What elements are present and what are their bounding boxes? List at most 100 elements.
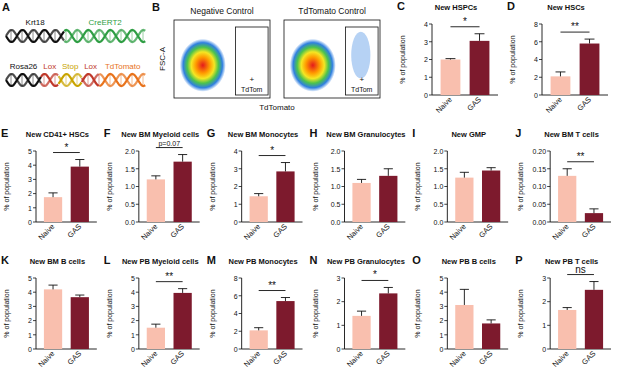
y-tick (136, 320, 139, 321)
error-bar (357, 179, 366, 183)
y-tick (342, 151, 345, 152)
y-tick-label: 1 (28, 205, 32, 212)
x-tick-label: GAS (580, 222, 598, 240)
y-tick-label: 6 (234, 293, 238, 300)
plot-area (558, 282, 603, 349)
panel-letter: G (207, 127, 216, 139)
y-tick (136, 349, 139, 350)
helix-rung (55, 74, 56, 86)
y-tick-label: 4 (424, 21, 428, 28)
plot-area (44, 285, 89, 349)
x-tick-label: Naive (242, 222, 262, 242)
x-tick-label: GAS (477, 222, 495, 240)
y-axis (550, 278, 551, 349)
bar-panel: LNew PB Myeloid cells% of population0123… (104, 254, 200, 369)
y-tick (342, 222, 345, 223)
y-tick (429, 41, 432, 42)
error-bar (487, 168, 496, 171)
y-axis (344, 278, 345, 349)
y-tick (136, 278, 139, 279)
y-tick-label: 3 (28, 303, 32, 310)
y-tick-label: 1 (337, 322, 341, 329)
y-tick (429, 77, 432, 78)
y-tick-label: 4 (234, 148, 238, 155)
significance-label: ** (577, 151, 585, 162)
bar (441, 60, 461, 96)
y-tick (342, 168, 345, 169)
axis-label: % of population (312, 289, 320, 337)
y-tick-label: 0 (337, 346, 341, 353)
error-stem (285, 298, 286, 302)
bar-panel: ENew CD41+ HSCs% of population012345Naiv… (1, 127, 97, 242)
bar (580, 44, 600, 95)
helix-rung (11, 74, 12, 86)
y-tick (444, 306, 447, 307)
y-tick (136, 151, 139, 152)
y-tick (239, 168, 242, 169)
y-tick (239, 349, 242, 350)
x-tick-label: Naive (448, 222, 468, 242)
y-tick-label: 5 (28, 148, 32, 155)
y-tick-label: 3 (131, 303, 135, 310)
significance-label: ** (165, 271, 173, 282)
error-bar (563, 308, 572, 310)
panel-letter: D (507, 0, 515, 12)
x-tick-label: GAS (66, 349, 84, 367)
y-tick (342, 186, 345, 187)
y-tick-label: 1.5 (125, 166, 135, 173)
y-tick-label: 0.5 (434, 201, 444, 208)
y-axis (36, 278, 37, 349)
axis-label: % of population (106, 289, 114, 337)
significance-label: * (270, 145, 274, 156)
significance-label: * (373, 269, 377, 280)
error-bar (357, 311, 366, 316)
plot-area (147, 155, 192, 222)
error-cap (384, 287, 393, 288)
plot-area (455, 289, 500, 349)
error-stem (388, 169, 389, 176)
error-bar (460, 289, 469, 305)
y-tick-label: 6 (534, 39, 538, 46)
error-cap (48, 285, 57, 286)
chart-title: New BM Myeloid cells (121, 130, 199, 139)
y-tick (444, 222, 447, 223)
density-cloud (180, 39, 226, 92)
error-cap (48, 192, 57, 193)
plot-area (551, 39, 600, 95)
chart-title: New GMP (451, 130, 486, 139)
helix-strand (6, 74, 41, 86)
axis-label: % of population (399, 35, 407, 83)
error-stem (285, 163, 286, 172)
y-tick (342, 204, 345, 205)
helix-rung (33, 74, 34, 86)
panel-letter: O (412, 254, 421, 266)
bar (558, 310, 576, 349)
error-stem (361, 311, 362, 316)
plot-area (558, 169, 603, 222)
helix-strand (99, 74, 145, 86)
x-tick-label: GAS (580, 349, 598, 367)
y-tick-label: 0 (28, 219, 32, 226)
panel-letter: H (310, 127, 318, 139)
bar (276, 301, 294, 349)
bar (585, 290, 603, 349)
helix-rung (22, 30, 23, 42)
y-tick-label: 3 (542, 275, 546, 282)
x-tick-label: Naive (37, 222, 57, 242)
helix-rung (22, 74, 23, 86)
x-tick-label: Naive (37, 349, 57, 369)
error-stem (479, 34, 480, 41)
x-tick-label: GAS (168, 222, 186, 240)
bar (585, 213, 603, 222)
y-tick-label: 0 (534, 92, 538, 99)
axis-label: TdTomato (259, 103, 295, 112)
error-stem (593, 282, 594, 290)
y-tick (342, 301, 345, 302)
helix-strand (41, 74, 58, 86)
y-tick-label: 1.5 (434, 166, 444, 173)
positive-cloud (351, 32, 370, 79)
x-tick-label: Naive (139, 349, 159, 369)
y-tick-label: 4 (131, 289, 135, 296)
plot-frame (284, 20, 380, 98)
x-tick-label: GAS (374, 222, 392, 240)
